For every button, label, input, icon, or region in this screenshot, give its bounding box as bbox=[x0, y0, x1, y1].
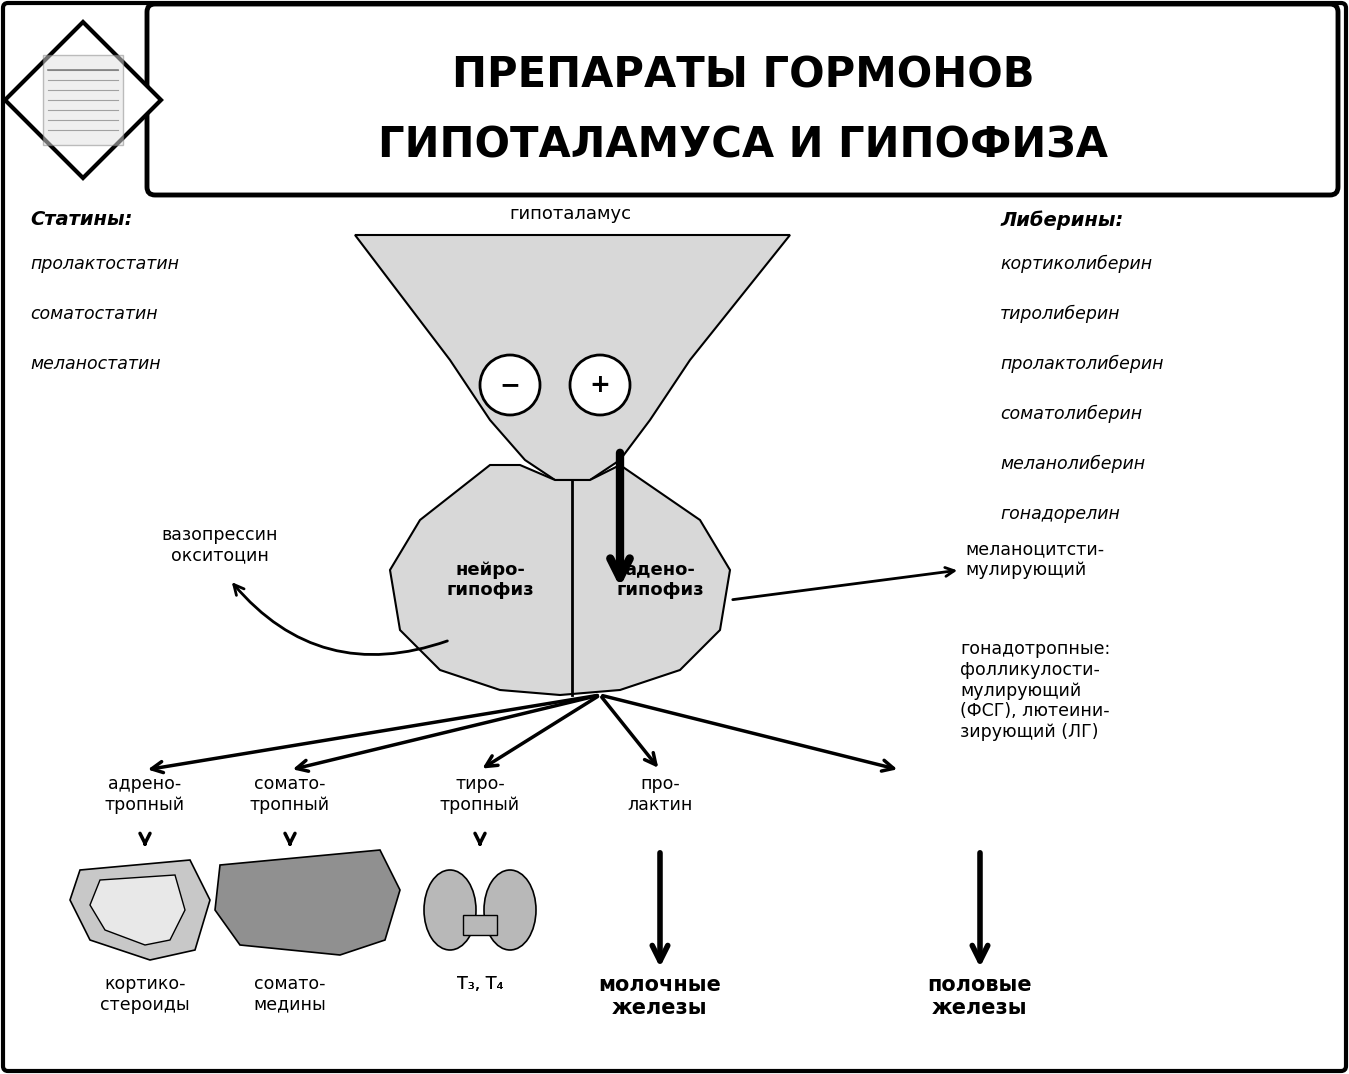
Text: кортико-
стероиды: кортико- стероиды bbox=[100, 975, 190, 1014]
Text: нейро-
гипофиз: нейро- гипофиз bbox=[447, 561, 534, 599]
Text: гонадотропные:
фолликулости-
мулирующий
(ФСГ), лютеини-
зирующий (ЛГ): гонадотропные: фолликулости- мулирующий … bbox=[960, 640, 1110, 741]
Text: меланолиберин: меланолиберин bbox=[1000, 455, 1145, 474]
Text: тиролиберин: тиролиберин bbox=[1000, 305, 1121, 323]
Polygon shape bbox=[5, 21, 161, 178]
Text: гипоталамус: гипоталамус bbox=[509, 205, 631, 223]
Text: адено-
гипофиз: адено- гипофиз bbox=[616, 561, 704, 599]
Ellipse shape bbox=[484, 870, 536, 950]
Text: пролактолиберин: пролактолиберин bbox=[1000, 355, 1163, 374]
Text: вазопрессин
окситоцин: вазопрессин окситоцин bbox=[162, 525, 278, 565]
Text: Т₃, Т₄: Т₃, Т₄ bbox=[457, 975, 503, 993]
Text: соматолиберин: соматолиберин bbox=[1000, 405, 1143, 423]
Text: молочные
железы: молочные железы bbox=[599, 975, 722, 1018]
Text: −: − bbox=[499, 373, 521, 397]
Text: Т₃, Т₄: Т₃, Т₄ bbox=[457, 975, 503, 993]
FancyBboxPatch shape bbox=[3, 3, 1346, 1071]
Text: ПРЕПАРАТЫ ГОРМОНОВ: ПРЕПАРАТЫ ГОРМОНОВ bbox=[452, 54, 1035, 96]
Ellipse shape bbox=[424, 870, 476, 950]
Polygon shape bbox=[214, 850, 401, 955]
Text: +: + bbox=[590, 373, 611, 397]
Text: соматостатин: соматостатин bbox=[30, 305, 158, 323]
Text: ГИПОТАЛАМУСА И ГИПОФИЗА: ГИПОТАЛАМУСА И ГИПОФИЗА bbox=[378, 124, 1108, 166]
Polygon shape bbox=[355, 235, 791, 480]
Polygon shape bbox=[90, 875, 185, 945]
Polygon shape bbox=[390, 465, 730, 695]
Bar bbox=[463, 915, 496, 935]
Text: про-
лактин: про- лактин bbox=[627, 775, 692, 814]
FancyBboxPatch shape bbox=[147, 4, 1338, 195]
Text: адрено-
тропный: адрено- тропный bbox=[105, 775, 185, 814]
Text: Либерины:: Либерины: bbox=[1000, 211, 1124, 230]
Text: Статины:: Статины: bbox=[30, 211, 132, 229]
Text: гонадорелин: гонадорелин bbox=[1000, 505, 1120, 523]
Circle shape bbox=[571, 355, 630, 415]
Polygon shape bbox=[70, 860, 210, 960]
Text: кортиколиберин: кортиколиберин bbox=[1000, 255, 1152, 273]
Text: половые
железы: половые железы bbox=[928, 975, 1032, 1018]
Bar bbox=[43, 55, 123, 145]
Text: сомато-
тропный: сомато- тропный bbox=[250, 775, 331, 814]
Text: пролактостатин: пролактостатин bbox=[30, 255, 179, 273]
Circle shape bbox=[480, 355, 540, 415]
Text: меланостатин: меланостатин bbox=[30, 355, 161, 373]
Text: сомато-
медины: сомато- медины bbox=[254, 975, 326, 1014]
Text: тиро-
тропный: тиро- тропный bbox=[440, 775, 521, 814]
Text: меланоцитсти-
мулирующий: меланоцитсти- мулирующий bbox=[965, 540, 1103, 579]
